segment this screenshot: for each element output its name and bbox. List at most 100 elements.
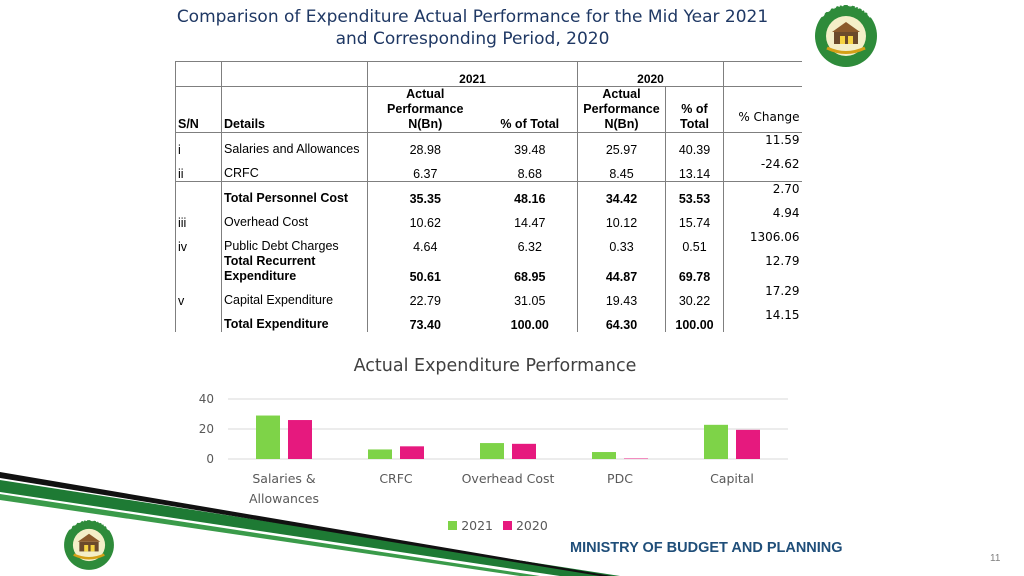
row-pct-change: 11.59	[723, 132, 802, 157]
header-actual-2020: Actual Performance N(Bn)	[577, 86, 666, 133]
chart-legend: 2021 2020	[190, 518, 800, 533]
row-pct-2021: 48.16	[514, 192, 546, 206]
x-category-label: Overhead Cost	[462, 471, 555, 486]
legend-label-2020: 2020	[515, 518, 548, 533]
table-row: Total Recurrent Expenditure 50.61 68.95 44.…	[175, 254, 802, 284]
row-pct-2021: 100.00	[510, 318, 549, 332]
row-actual-2020: 8.45	[577, 157, 666, 182]
row-actual-2021: 28.98	[367, 132, 483, 157]
bar-2020-1	[400, 446, 424, 459]
row-pct-change: -24.62	[723, 157, 802, 182]
row-sn	[175, 181, 222, 206]
title-line-1: Comparison of Expenditure Actual Perform…	[176, 7, 769, 27]
bar-2021-4	[704, 424, 728, 459]
row-actual-2020: 0.33	[577, 230, 666, 254]
row-pct-2021: 31.05	[514, 294, 546, 308]
bar-2020-0	[288, 420, 312, 459]
column-header-row: S/N Details Actual Performance N(Bn) % o…	[175, 86, 802, 133]
row-actual-2020: 64.30	[577, 308, 666, 332]
row-sn	[175, 308, 222, 332]
row-pct-2021: 39.48	[514, 143, 546, 157]
row-pct-2021: 68.95	[514, 270, 546, 284]
x-category-label: Capital	[710, 471, 754, 486]
row-pct-2021: 14.47	[514, 216, 546, 230]
row-actual-2020: 44.87	[577, 254, 666, 284]
bar-2021-0	[256, 415, 280, 459]
y-tick-label: 40	[199, 392, 214, 406]
header-details: Details	[221, 86, 368, 133]
table-row: v Capital Expenditure 22.79 31.05 19.43 30.22…	[175, 284, 802, 308]
row-pct-change: 2.70	[723, 181, 802, 206]
chart-plot: 0 20 40 Salaries & Allowances CRFC Overhead Co…	[199, 392, 788, 506]
bar-2020-4	[736, 429, 760, 459]
row-details: Total Recurrent Expenditure	[221, 254, 368, 284]
row-actual-2021: 6.37	[367, 157, 483, 182]
ogun-state-logo: OGUN STATE NIGERIA	[802, 2, 890, 70]
row-pct-change: 17.29	[723, 284, 802, 308]
row-sn: i	[175, 132, 222, 157]
row-actual-2021: 73.40	[367, 308, 483, 332]
row-pct-2020: 15.74	[665, 206, 724, 230]
bar-2020-2	[512, 443, 536, 459]
row-actual-2020: 10.12	[577, 206, 666, 230]
row-details: Capital Expenditure	[221, 284, 368, 308]
row-pct-2020: 13.14	[665, 157, 724, 182]
row-sn: v	[175, 284, 222, 308]
expenditure-bar-chart: Actual Expenditure Performance 0 20 40 Sala…	[190, 352, 800, 542]
table-row: Total Personnel Cost 35.35 48.16 34.42 53.53…	[175, 181, 802, 206]
row-details: Total Expenditure	[221, 308, 368, 332]
decorative-stripe	[0, 472, 620, 576]
row-details: Public Debt Charges	[221, 230, 368, 254]
row-pct-2020: 0.51	[665, 230, 724, 254]
row-actual-2020: 19.43	[577, 284, 666, 308]
row-actual-2020: 34.42	[577, 181, 666, 206]
y-tick-label: 20	[199, 422, 214, 436]
x-category-label: Salaries & Allowances	[249, 471, 319, 506]
table-row: ii CRFC 6.37 8.68 8.45 13.14 -24.62	[175, 157, 802, 182]
row-details: Salaries and Allowances	[221, 132, 368, 157]
row-actual-2021: 22.79	[367, 284, 483, 308]
bar-2021-3	[592, 452, 616, 459]
x-category-label: PDC	[607, 471, 633, 486]
row-sn: ii	[175, 157, 222, 182]
row-pct-change: 1306.06	[723, 230, 802, 254]
row-pct-2020: 40.39	[665, 132, 724, 157]
row-pct-2020: 53.53	[665, 181, 724, 206]
y-tick-label: 0	[206, 452, 214, 466]
row-sn: iv	[175, 230, 222, 254]
ministry-footer: MINISTRY OF BUDGET AND PLANNING	[570, 540, 843, 556]
table-row: iii Overhead Cost 10.62 14.47 10.12 15.74 4.94	[175, 206, 802, 230]
row-pct-2020: 69.78	[665, 254, 724, 284]
table-row: i Salaries and Allowances 28.98 39.48 25.97 4…	[175, 132, 802, 157]
legend-label-2021: 2021	[461, 518, 493, 533]
row-pct-2021: 6.32	[517, 240, 542, 254]
row-details: Total Personnel Cost	[221, 181, 368, 206]
header-actual-2021: Actual Performance N(Bn)	[367, 86, 483, 133]
legend-swatch-2020	[502, 521, 512, 530]
title-line-2: and Corresponding Period, 2020	[335, 29, 610, 49]
row-sn: iii	[175, 206, 222, 230]
year-2021-header: 2021	[367, 61, 578, 87]
row-details: CRFC	[221, 157, 368, 182]
row-pct-2021: 8.68	[482, 157, 578, 182]
header-sn: S/N	[175, 86, 222, 133]
row-actual-2021: 35.35	[367, 181, 483, 206]
row-actual-2020: 25.97	[577, 132, 666, 157]
header-pct-2020: % of Total	[665, 86, 724, 133]
legend-swatch-2021	[448, 521, 458, 530]
bar-2020-3	[624, 458, 648, 460]
row-actual-2021: 50.61	[367, 254, 483, 284]
page-title: Comparison of Expenditure Actual Perform…	[150, 6, 795, 50]
expenditure-comparison-table: 2021 2020 S/N Details Actual Performance…	[175, 61, 802, 332]
table-row: Total Expenditure 73.40 100.00 64.30 100.00 1…	[175, 308, 802, 332]
ogun-state-logo-small: OGUN STATE NIGERIA	[53, 517, 125, 573]
page-number: 11	[990, 553, 1001, 564]
table-body: i Salaries and Allowances 28.98 39.48 25.97 4…	[175, 132, 802, 332]
row-pct-2020: 30.22	[665, 284, 724, 308]
header-pct-2021: % of Total	[482, 86, 578, 133]
row-sn	[175, 254, 222, 284]
bar-2021-2	[480, 443, 504, 459]
row-pct-change: 14.15	[723, 308, 802, 332]
row-actual-2021: 10.62	[367, 206, 483, 230]
row-pct-change: 4.94	[723, 206, 802, 230]
